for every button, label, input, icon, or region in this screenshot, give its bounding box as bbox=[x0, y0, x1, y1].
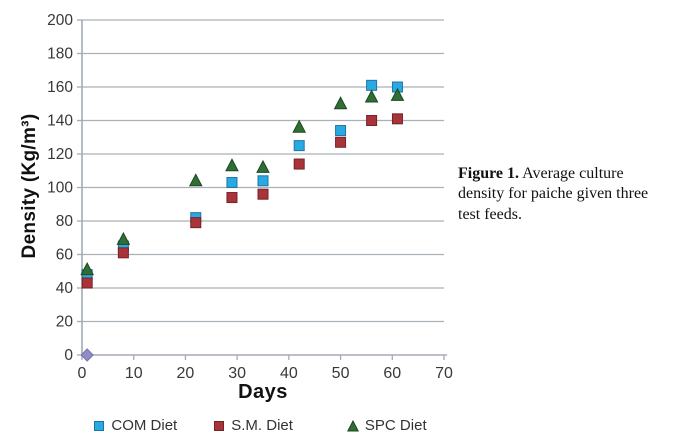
legend-item-com-diet: COM Diet bbox=[93, 417, 177, 434]
data-point bbox=[293, 140, 305, 152]
y-tick-label: 80 bbox=[56, 213, 74, 230]
data-point bbox=[256, 159, 270, 173]
x-tick-label: 40 bbox=[280, 365, 298, 380]
data-point bbox=[335, 125, 347, 137]
chart: 0 20 40 60 80 100 120 140 160 180 200 0 10 20 30 40 50 60… bbox=[19, 12, 460, 434]
caption-text: Average culture density for paiche given… bbox=[458, 165, 649, 223]
y-tick-label: 60 bbox=[56, 247, 74, 264]
data-point bbox=[225, 158, 239, 172]
y-tick-label: 160 bbox=[47, 79, 73, 96]
data-point bbox=[226, 176, 238, 188]
spc-diet-marker-icon bbox=[346, 419, 359, 432]
x-axis-title: Days bbox=[238, 381, 288, 403]
y-tick-label: 180 bbox=[47, 46, 73, 63]
y-tick-label: 0 bbox=[64, 347, 73, 364]
legend-label-com-diet: COM Diet bbox=[111, 417, 178, 434]
x-tick-label: 10 bbox=[125, 365, 143, 380]
data-point bbox=[116, 231, 131, 245]
y-tick-label: 40 bbox=[56, 280, 74, 297]
data-point bbox=[257, 188, 269, 200]
data-point bbox=[390, 87, 405, 101]
data-point bbox=[188, 173, 203, 187]
y-tick-label: 100 bbox=[47, 180, 73, 197]
legend: COM Diet S.M. Diet SPC Diet bbox=[60, 417, 460, 434]
data-point bbox=[81, 277, 93, 289]
caption-label: Figure 1. bbox=[458, 165, 520, 182]
data-point bbox=[257, 175, 269, 187]
y-tick-label: 140 bbox=[47, 113, 73, 130]
data-point bbox=[333, 96, 348, 110]
data-point bbox=[366, 79, 378, 91]
data-point bbox=[80, 261, 94, 276]
data-point bbox=[335, 136, 347, 148]
origin-diamond bbox=[80, 348, 94, 362]
sm-diet-marker-icon bbox=[213, 420, 225, 432]
y-tick-label: 120 bbox=[47, 146, 73, 163]
data-point bbox=[293, 158, 305, 170]
y-axis-title: Density (Kg/m³) bbox=[19, 113, 40, 259]
data-point bbox=[226, 192, 238, 204]
chart-plot: 0 20 40 60 80 100 120 140 160 180 200 0 10 20 30 40 50 60… bbox=[47, 12, 453, 380]
data-point bbox=[117, 247, 129, 259]
x-tick-label: 0 bbox=[78, 365, 87, 380]
x-tick-label: 30 bbox=[228, 365, 246, 380]
x-tick-label: 70 bbox=[435, 365, 453, 380]
data-point bbox=[190, 217, 202, 229]
y-tick-label: 20 bbox=[56, 314, 74, 331]
data-point bbox=[366, 115, 378, 126]
legend-label-spc-diet: SPC Diet bbox=[364, 417, 427, 434]
x-tick-label: 60 bbox=[383, 365, 401, 380]
legend-item-spc-diet: SPC Diet bbox=[346, 417, 427, 434]
legend-item-sm-diet: S.M. Diet bbox=[213, 417, 293, 434]
data-point bbox=[364, 89, 379, 103]
com-diet-marker-icon bbox=[93, 420, 105, 432]
x-tick-label: 50 bbox=[332, 365, 350, 380]
data-point bbox=[391, 113, 403, 125]
x-tick-label: 20 bbox=[177, 365, 195, 380]
figure-caption: Figure 1. Average culture density for pa… bbox=[458, 164, 672, 225]
data-point bbox=[292, 119, 307, 133]
legend-label-sm-diet: S.M. Diet bbox=[231, 417, 293, 434]
y-tick-label: 200 bbox=[47, 12, 73, 29]
